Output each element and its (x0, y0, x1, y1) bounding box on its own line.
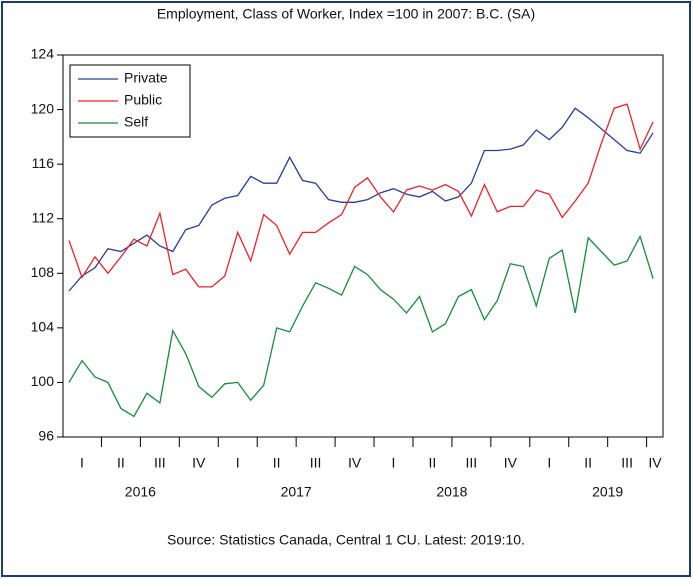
y-tick-label: 104 (31, 319, 55, 335)
series-line (68, 103, 654, 288)
quarter-label: II (117, 455, 125, 471)
year-label: 2016 (125, 484, 156, 500)
year-label: 2017 (281, 484, 312, 500)
series-line (68, 107, 654, 292)
quarter-label: I (547, 455, 551, 471)
series-line (68, 234, 654, 418)
chart-title: Employment, Class of Worker, Index =100 … (157, 6, 535, 22)
y-tick-label: 108 (31, 264, 55, 280)
quarter-label: II (429, 455, 437, 471)
quarter-label: I (392, 455, 396, 471)
quarter-label: II (584, 455, 592, 471)
year-label: 2019 (592, 484, 623, 500)
quarter-label: III (621, 455, 633, 471)
quarter-label: IV (192, 455, 206, 471)
y-tick-label: 124 (31, 46, 55, 62)
quarter-label: IV (504, 455, 518, 471)
legend-label: Self (124, 114, 148, 130)
quarter-label: IV (348, 455, 362, 471)
y-tick-label: 100 (31, 373, 55, 389)
quarter-label: IV (648, 455, 662, 471)
legend-label: Public (124, 92, 162, 108)
legend-label: Private (124, 70, 168, 86)
plot-area (62, 54, 664, 438)
y-tick-label: 112 (32, 209, 55, 225)
year-label: 2018 (436, 484, 467, 500)
quarter-label: III (154, 455, 166, 471)
source-note: Source: Statistics Canada, Central 1 CU.… (167, 532, 525, 548)
quarter-label: I (236, 455, 240, 471)
quarter-label: III (466, 455, 478, 471)
y-tick-label: 116 (32, 155, 55, 171)
quarter-label: I (80, 455, 84, 471)
y-tick-label: 120 (31, 100, 55, 116)
quarter-label: II (273, 455, 281, 471)
y-tick-label: 96 (38, 428, 54, 444)
quarter-label: III (310, 455, 322, 471)
